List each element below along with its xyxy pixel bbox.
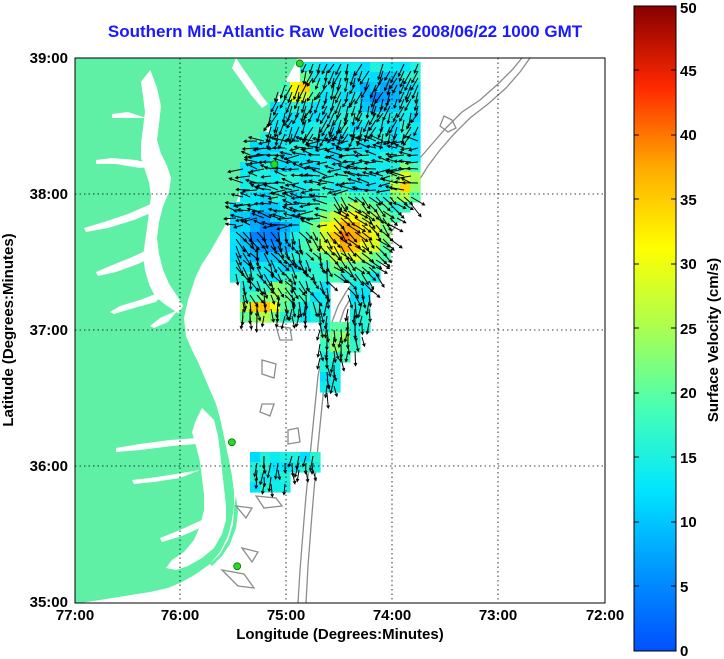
- longitude-ticks: 77:00 76:00 75:00 74:00 73:00 72:00: [56, 607, 624, 624]
- lon-tick: 75:00: [267, 607, 305, 624]
- colorbar-tick: 0: [680, 643, 688, 659]
- colorbar-tick: 10: [680, 514, 697, 531]
- grid-lines: [75, 58, 605, 603]
- radar-station-marker: [227, 438, 236, 447]
- lon-tick: 73:00: [479, 607, 517, 624]
- colorbar-tick: 35: [680, 192, 697, 209]
- lat-tick: 36:00: [30, 458, 68, 475]
- land-mass: [75, 58, 298, 603]
- radar-station-marker: [295, 59, 304, 68]
- lon-tick: 72:00: [586, 607, 624, 624]
- lat-tick: 38:00: [30, 186, 68, 203]
- plot-frame: [74, 57, 606, 604]
- colorbar-tick: 5: [680, 579, 688, 596]
- radar-station-marker: [233, 562, 242, 571]
- colorbar-tick: 15: [680, 450, 697, 467]
- colorbar-label: Surface Velocity (cm/s): [705, 258, 722, 422]
- colorbar-tick: 45: [680, 63, 697, 80]
- radar-stations: [227, 59, 304, 571]
- colorbar-tick: 25: [680, 321, 697, 338]
- delaware-bay: [232, 58, 268, 108]
- lon-tick: 77:00: [56, 607, 94, 624]
- lat-tick: 37:00: [30, 322, 68, 339]
- lat-tick: 39:00: [30, 50, 68, 67]
- velocity-vectors: [223, 63, 426, 498]
- lon-tick: 74:00: [373, 607, 411, 624]
- colorbar-tick: 30: [680, 256, 697, 273]
- y-axis-label: Latitude (Degrees:Minutes): [0, 233, 17, 426]
- x-axis-label: Longitude (Degrees:Minutes): [236, 626, 444, 643]
- latitude-ticks: 39:00 38:00 37:00 36:00 35:00: [30, 50, 68, 611]
- pamlico-sound: [166, 408, 226, 570]
- radar-station-marker: [270, 160, 279, 169]
- colorbar: [633, 5, 677, 652]
- colorbar-ticks: 0 5 10 15 20 25 30 35 40 45 50: [680, 0, 697, 659]
- colorbar-tick: 20: [680, 385, 697, 402]
- colorbar-tick: 40: [680, 127, 697, 144]
- lon-tick: 76:00: [161, 607, 199, 624]
- lat-tick: 35:00: [30, 594, 68, 611]
- colorbar-tick: 50: [680, 0, 697, 17]
- map-title: Southern Mid-Atlantic Raw Velocities 200…: [107, 22, 583, 41]
